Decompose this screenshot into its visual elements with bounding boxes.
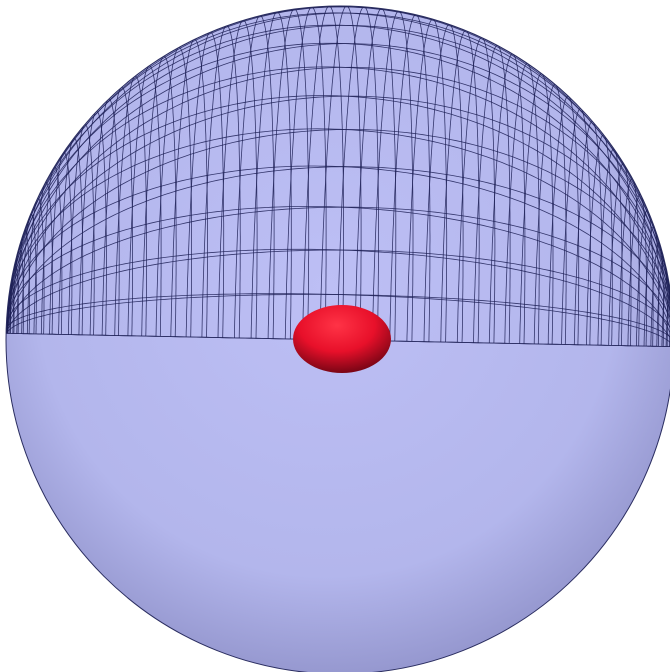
inner-ellipsoid xyxy=(293,305,391,373)
wire-line xyxy=(6,43,670,347)
outer-sphere-outline xyxy=(5,5,670,672)
wire-line xyxy=(665,293,670,347)
wire-line xyxy=(6,95,670,347)
wire-line xyxy=(6,95,670,347)
wire-line xyxy=(6,248,670,347)
wire-line xyxy=(6,128,670,347)
wire-line xyxy=(6,42,670,347)
wire-line xyxy=(6,25,670,347)
wire-line xyxy=(6,206,670,347)
wire-line xyxy=(6,249,670,347)
wire-line xyxy=(6,166,670,347)
wire-line xyxy=(6,129,670,347)
wire-line xyxy=(6,66,670,347)
wire-line xyxy=(6,206,670,347)
wire-line xyxy=(6,294,670,347)
sphere-wireframe xyxy=(6,6,670,348)
wire-line xyxy=(6,66,670,347)
